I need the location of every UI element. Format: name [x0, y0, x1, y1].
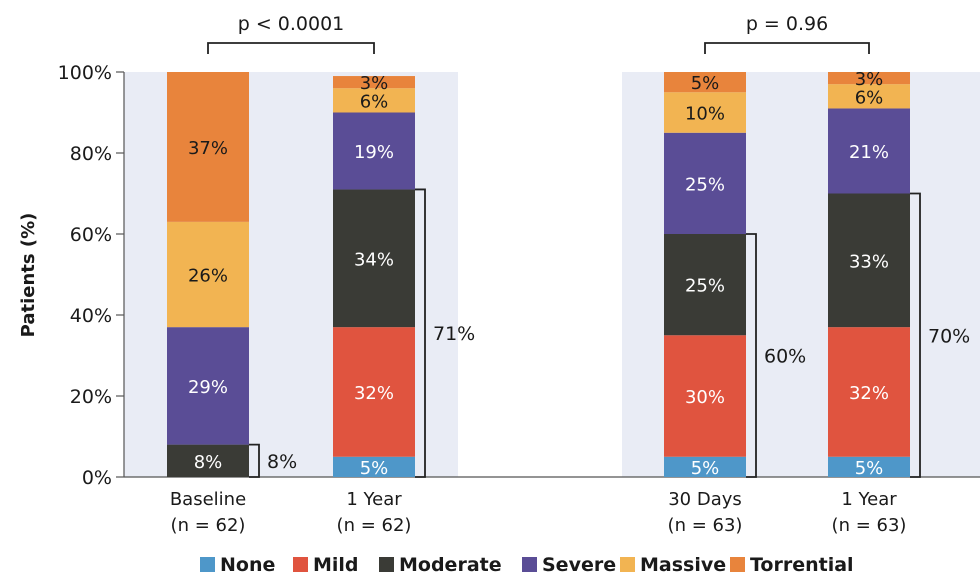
x-category-sublabel: (n = 63)	[832, 515, 907, 536]
legend-swatch-massive	[620, 557, 635, 572]
bar-segment-massive	[333, 88, 415, 113]
data-label: 33%	[849, 251, 889, 272]
x-category-label: 1 Year	[346, 489, 402, 510]
bracket-line	[910, 192, 921, 478]
y-axis-title: Patients (%)	[18, 213, 39, 338]
bar-segment-severe	[664, 132, 746, 234]
data-label: 10%	[685, 104, 725, 125]
legend-label-mild: Mild	[313, 554, 359, 576]
bracket-line	[415, 188, 426, 478]
bar-segment-severe	[167, 327, 249, 445]
data-label: 3%	[360, 73, 389, 94]
bar-segment-moderate	[664, 234, 746, 336]
bracket-label: 70%	[928, 325, 970, 347]
legend-swatch-mild	[293, 557, 308, 572]
legend-label-massive: Massive	[640, 554, 726, 576]
x-category-sublabel: (n = 62)	[337, 515, 412, 536]
x-category-label: Baseline	[170, 489, 246, 510]
legend-label-moderate: Moderate	[399, 554, 502, 576]
bar-segment-mild	[664, 335, 746, 457]
annotation-layer: 8% 71% 60% 70% p < 0.0001 p = 0.96	[207, 13, 970, 478]
bracket-label: 60%	[764, 346, 806, 368]
legend-label-torrential: Torrential	[750, 554, 854, 576]
data-label: 25%	[685, 174, 725, 195]
legend-swatch-severe	[522, 557, 537, 572]
bar-segment-torrential	[828, 72, 910, 85]
data-label: 21%	[849, 142, 889, 163]
data-label: 6%	[360, 91, 389, 112]
data-label: 5%	[855, 458, 884, 479]
legend-swatch-moderate	[379, 557, 394, 572]
data-label: 5%	[691, 458, 720, 479]
bar-segment-torrential	[664, 72, 746, 93]
y-tick-label: 20%	[70, 386, 112, 408]
legend: None Mild Moderate Severe Massive Torrential	[200, 554, 854, 576]
data-label: 3%	[855, 69, 884, 90]
data-label: 5%	[691, 73, 720, 94]
y-tick-label: 40%	[70, 305, 112, 327]
bar-segment-moderate	[333, 189, 415, 328]
x-category-sublabel: (n = 62)	[171, 515, 246, 536]
bar-segment-moderate	[167, 444, 249, 477]
data-label: 19%	[354, 142, 394, 163]
axis-layer: 0% 20% 40% 60% 80% 100% Patients (%) Baseline (n…	[18, 62, 980, 536]
bar-segment-massive	[664, 92, 746, 133]
x-category-label: 30 Days	[668, 489, 742, 510]
bracket-line	[249, 443, 260, 478]
data-label: 6%	[855, 87, 884, 108]
p-value-label: p < 0.0001	[238, 13, 345, 35]
data-label: 32%	[849, 383, 889, 404]
y-tick-label: 0%	[82, 467, 112, 489]
bar-segment-massive	[828, 84, 910, 109]
bar-segment-mild	[333, 327, 415, 457]
bar-segment-none	[333, 456, 415, 477]
data-label: 5%	[360, 458, 389, 479]
bar-layer: 8%29%26%37%5%32%34%19%6%3%5%30%25%25%10%…	[167, 69, 910, 479]
legend-swatch-none	[200, 557, 215, 572]
bar-segment-severe	[333, 112, 415, 190]
bar-segment-mild	[828, 327, 910, 457]
bar-segment-torrential	[167, 72, 249, 222]
data-label: 34%	[354, 249, 394, 270]
y-tick-label: 80%	[70, 143, 112, 165]
data-label: 8%	[194, 452, 223, 473]
legend-swatch-torrential	[730, 557, 745, 572]
bracket-line	[746, 233, 757, 478]
data-label: 30%	[685, 387, 725, 408]
y-tick-label: 100%	[58, 62, 112, 84]
bar-segment-torrential	[333, 76, 415, 89]
y-tick-label: 60%	[70, 224, 112, 246]
bar-segment-none	[664, 456, 746, 477]
p-value-label: p = 0.96	[746, 13, 828, 35]
legend-label-none: None	[220, 554, 275, 576]
comparison-bracket	[207, 42, 375, 54]
bar-segment-none	[828, 456, 910, 477]
bracket-label: 8%	[267, 451, 297, 473]
data-label: 25%	[685, 276, 725, 297]
bracket-label: 71%	[433, 323, 475, 345]
bar-segment-severe	[828, 108, 910, 194]
x-category-sublabel: (n = 63)	[668, 515, 743, 536]
data-label: 29%	[188, 377, 228, 398]
bar-segment-massive	[167, 221, 249, 328]
bar-segment-moderate	[828, 193, 910, 328]
data-label: 32%	[354, 383, 394, 404]
x-category-label: 1 Year	[841, 489, 897, 510]
legend-label-severe: Severe	[542, 554, 616, 576]
data-label: 37%	[188, 138, 228, 159]
data-label: 26%	[188, 266, 228, 287]
comparison-bracket	[704, 42, 870, 54]
